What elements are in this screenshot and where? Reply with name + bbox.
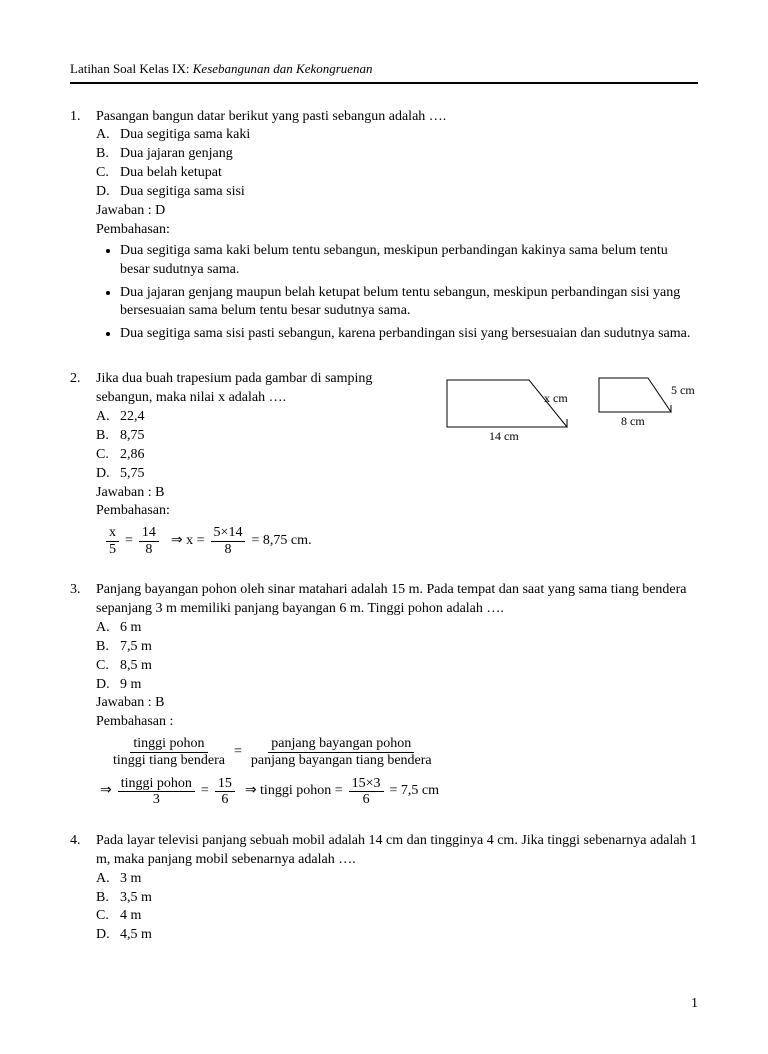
- header-prefix: Latihan Soal Kelas IX:: [70, 61, 193, 76]
- q3-equation-1: tinggi pohontinggi tiang bendera = panja…: [108, 736, 437, 768]
- q2-equation: x5 = 148 ⇒ x = 5×148 = 8,75 cm.: [104, 525, 311, 557]
- q1-bullets: Dua segitiga sama kaki belum tentu seban…: [104, 242, 698, 344]
- header-title: Kesebangunan dan Kekongruenan: [193, 61, 373, 76]
- q3-opt-b: 7,5 m: [120, 638, 152, 657]
- q1-opt-b: Dua jajaran genjang: [120, 145, 233, 164]
- q2-opt-d: 5,75: [120, 465, 145, 484]
- svg-text:x cm: x cm: [544, 391, 568, 405]
- q3-opt-c: 8,5 m: [120, 657, 152, 676]
- q1-explain-label: Pembahasan:: [96, 221, 698, 240]
- q2-stem: Jika dua buah trapesium pada gambar di s…: [96, 370, 423, 408]
- svg-text:8 cm: 8 cm: [621, 414, 645, 428]
- q3-opt-d: 9 m: [120, 676, 141, 695]
- q2-explain-label: Pembahasan:: [96, 502, 423, 521]
- q3-answer: Jawaban : B: [96, 694, 698, 713]
- q1-opt-d: Dua segitiga sama sisi: [120, 183, 245, 202]
- q2-figures: x cm 14 cm 5 cm 8 cm: [439, 370, 698, 561]
- question-3: 3. Panjang bayangan pohon oleh sinar mat…: [70, 581, 698, 812]
- trapezoid-large: x cm 14 cm: [439, 372, 579, 442]
- trapezoid-small: 5 cm 8 cm: [593, 372, 698, 432]
- q2-number: 2.: [70, 370, 96, 561]
- q4-number: 4.: [70, 832, 96, 945]
- opt-label-a: A.: [96, 408, 120, 427]
- opt-label-a: A.: [96, 126, 120, 145]
- opt-label-d: D.: [96, 183, 120, 202]
- opt-label-a: A.: [96, 870, 120, 889]
- q4-stem: Pada layar televisi panjang sebuah mobil…: [96, 832, 698, 870]
- q2-opt-a: 22,4: [120, 408, 145, 427]
- q1-bullet-1: Dua segitiga sama kaki belum tentu seban…: [120, 242, 698, 280]
- opt-label-c: C.: [96, 907, 120, 926]
- opt-label-b: B.: [96, 427, 120, 446]
- page-number: 1: [70, 995, 698, 1014]
- q3-explain-label: Pembahasan :: [96, 713, 698, 732]
- question-1: 1. Pasangan bangun datar berikut yang pa…: [70, 108, 698, 351]
- question-4: 4. Pada layar televisi panjang sebuah mo…: [70, 832, 698, 945]
- opt-label-d: D.: [96, 926, 120, 945]
- q1-bullet-2: Dua jajaran genjang maupun belah ketupat…: [120, 284, 698, 322]
- q1-opt-a: Dua segitiga sama kaki: [120, 126, 250, 145]
- q4-opt-c: 4 m: [120, 907, 141, 926]
- svg-text:5 cm: 5 cm: [671, 383, 695, 397]
- opt-label-c: C.: [96, 657, 120, 676]
- q1-bullet-3: Dua segitiga sama sisi pasti sebangun, k…: [120, 325, 698, 344]
- q3-equation-2: ⇒ tinggi pohon3 = 156 ⇒ tinggi pohon = 1…: [100, 776, 439, 808]
- q1-number: 1.: [70, 108, 96, 351]
- opt-label-d: D.: [96, 465, 120, 484]
- page-header: Latihan Soal Kelas IX: Kesebangunan dan …: [70, 60, 698, 84]
- opt-label-d: D.: [96, 676, 120, 695]
- svg-text:14 cm: 14 cm: [489, 429, 519, 442]
- q4-opt-b: 3,5 m: [120, 889, 152, 908]
- q1-answer: Jawaban : D: [96, 202, 698, 221]
- q4-opt-d: 4,5 m: [120, 926, 152, 945]
- opt-label-b: B.: [96, 145, 120, 164]
- opt-label-a: A.: [96, 619, 120, 638]
- q1-stem: Pasangan bangun datar berikut yang pasti…: [96, 108, 698, 127]
- q3-stem: Panjang bayangan pohon oleh sinar mataha…: [96, 581, 698, 619]
- opt-label-b: B.: [96, 889, 120, 908]
- q2-opt-b: 8,75: [120, 427, 145, 446]
- q3-opt-a: 6 m: [120, 619, 141, 638]
- question-2: 2. Jika dua buah trapesium pada gambar d…: [70, 370, 698, 561]
- opt-label-c: C.: [96, 446, 120, 465]
- q4-opt-a: 3 m: [120, 870, 141, 889]
- q2-answer: Jawaban : B: [96, 484, 423, 503]
- q2-opt-c: 2,86: [120, 446, 145, 465]
- q3-number: 3.: [70, 581, 96, 812]
- q1-opt-c: Dua belah ketupat: [120, 164, 222, 183]
- opt-label-c: C.: [96, 164, 120, 183]
- opt-label-b: B.: [96, 638, 120, 657]
